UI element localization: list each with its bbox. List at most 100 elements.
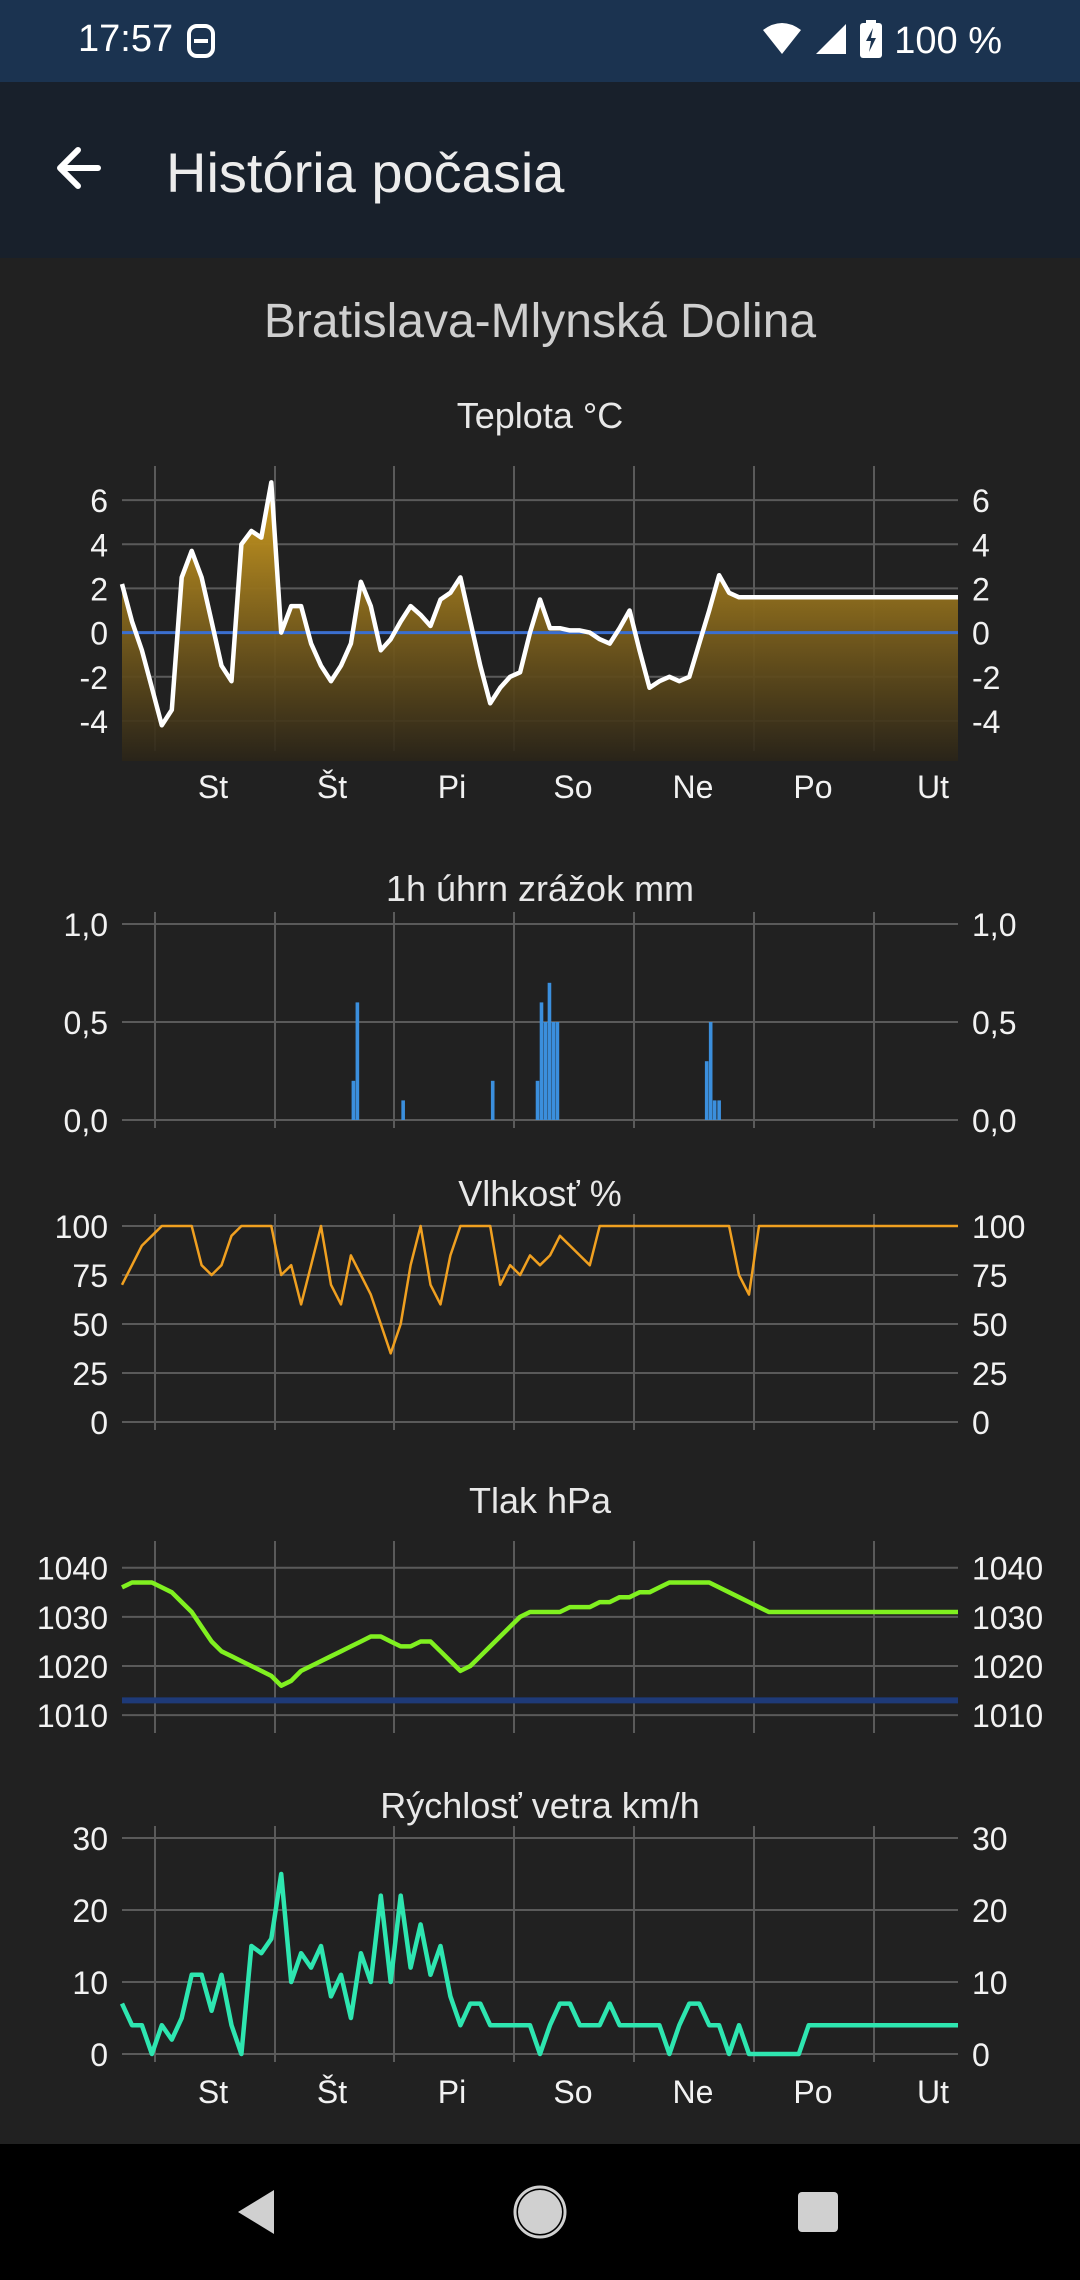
app-bar: História počasia — [0, 82, 1080, 258]
y-tick-label-right: 0 — [972, 2037, 990, 2073]
precipitation-bar — [401, 1100, 405, 1120]
y-tick-label-left: -4 — [80, 704, 108, 740]
y-tick-label-left: 2 — [90, 571, 108, 607]
y-tick-label-right: 20 — [972, 1893, 1008, 1929]
precipitation-bar — [539, 1002, 544, 1120]
y-tick-label-right: 50 — [972, 1307, 1008, 1343]
y-tick-label-left: 0,0 — [64, 1103, 108, 1139]
page-title: História počasia — [166, 141, 565, 204]
y-tick-label-right: 1020 — [972, 1649, 1043, 1685]
chart-4: Rýchlosť vetra km/h 30 30 20 20 10 10 0 0 St Št Pi S… — [72, 1785, 1007, 2110]
y-tick-label-right: 0,5 — [972, 1005, 1016, 1041]
chart-1: 1h úhrn zrážok mm 1,0 1,0 0,5 0,5 0,0 0,0 — [64, 868, 1017, 1139]
y-tick-label-left: 0 — [90, 2037, 108, 2073]
y-tick-label-right: 25 — [972, 1356, 1008, 1392]
y-tick-label-left: 1,0 — [64, 907, 108, 943]
chart-title: 1h úhrn zrážok mm — [386, 868, 694, 909]
y-tick-label-left: 10 — [72, 1965, 108, 2001]
nav-home-button[interactable] — [506, 2178, 574, 2246]
y-tick-label-left: 0 — [90, 616, 108, 652]
y-tick-label-right: 1,0 — [972, 907, 1016, 943]
status-icons: 100 % — [762, 18, 1002, 64]
y-tick-label-right: 4 — [972, 527, 990, 563]
nav-recents-button[interactable] — [784, 2178, 852, 2246]
station-name: Bratislava-Mlynská Dolina — [263, 295, 817, 348]
y-tick-label-right: 6 — [972, 483, 990, 519]
y-tick-label-left: 30 — [72, 1821, 108, 1857]
precipitation-bar — [355, 1002, 360, 1120]
x-tick-label: Št — [317, 2074, 347, 2110]
x-tick-label: St — [198, 769, 228, 805]
status-time: 17:57 — [78, 18, 174, 60]
notification-app-icon — [186, 22, 216, 60]
y-tick-label-left: 75 — [72, 1258, 108, 1294]
x-tick-label: So — [553, 769, 592, 805]
precipitation-bar — [555, 1022, 560, 1120]
x-tick-label: Po — [793, 2074, 832, 2110]
back-button[interactable] — [40, 130, 116, 206]
y-tick-label-right: 1010 — [972, 1698, 1043, 1734]
chart-title: Vlhkosť % — [458, 1173, 622, 1214]
y-tick-label-left: 20 — [72, 1893, 108, 1929]
y-tick-label-left: -2 — [80, 660, 108, 696]
y-tick-label-right: 2 — [972, 571, 990, 607]
y-tick-label-right: -2 — [972, 660, 1000, 696]
precipitation-bar — [547, 982, 552, 1120]
weather-history-content: Bratislava-Mlynská Dolina Teplota °C 6 6 4 4… — [0, 258, 1080, 2144]
precipitation-bar — [543, 1022, 548, 1120]
chart-title: Rýchlosť vetra km/h — [380, 1785, 700, 1826]
series-line — [119, 1871, 958, 2057]
y-tick-label-right: -4 — [972, 704, 1000, 740]
chart-title: Tlak hPa — [469, 1480, 612, 1521]
chart-0: Teplota °C 6 6 4 4 2 2 0 0 -2 -2 -4 -4 St Št Pi So Ne Po Ut — [80, 395, 1001, 805]
precipitation-bar — [704, 1061, 709, 1120]
y-tick-label-right: 0 — [972, 616, 990, 652]
x-tick-label: Št — [317, 769, 347, 805]
y-tick-label-left: 0,5 — [64, 1005, 108, 1041]
battery-percent: 100 % — [894, 19, 1002, 62]
y-tick-label-left: 25 — [72, 1356, 108, 1392]
chart-title: Teplota °C — [457, 395, 623, 436]
y-tick-label-left: 1020 — [37, 1649, 108, 1685]
nav-back-button[interactable] — [224, 2178, 292, 2246]
precipitation-bar — [717, 1100, 721, 1120]
chart-3: Tlak hPa 1040 1040 1030 1030 1020 1020 1010 1010 — [37, 1480, 1043, 1734]
y-tick-label-right: 0 — [972, 1405, 990, 1441]
x-tick-label: Pi — [438, 769, 466, 805]
y-tick-label-left: 0 — [90, 1405, 108, 1441]
y-tick-label-right: 0,0 — [972, 1103, 1016, 1139]
y-tick-label-left: 1030 — [37, 1600, 108, 1636]
nav-home-icon — [513, 2185, 567, 2239]
y-tick-label-right: 1040 — [972, 1551, 1043, 1587]
y-tick-label-left: 4 — [90, 527, 108, 563]
battery-charging-icon — [860, 19, 883, 63]
status-bar: 17:57 100 % — [0, 0, 1080, 82]
chart-2: Vlhkosť % 100 100 75 75 50 50 25 25 0 0 — [55, 1173, 1026, 1441]
charts-canvas: Teplota °C6 64 42 20 0-2 -2-4 -4St Št Pi So Ne Po Ut… — [37, 395, 1043, 2110]
series-line — [120, 1224, 958, 1355]
series-line — [121, 1580, 958, 1688]
x-tick-label: Ut — [917, 769, 949, 805]
signal-icon — [814, 22, 848, 61]
y-tick-label-right: 10 — [972, 1965, 1008, 2001]
y-tick-label-left: 50 — [72, 1307, 108, 1343]
y-tick-label-right: 30 — [972, 1821, 1008, 1857]
x-tick-label: St — [198, 2074, 228, 2110]
temperature-area — [122, 482, 958, 761]
y-tick-label-right: 100 — [972, 1209, 1025, 1245]
x-tick-label: Ut — [917, 2074, 949, 2110]
precipitation-bar — [351, 1080, 356, 1120]
x-tick-label: So — [553, 2074, 592, 2110]
nav-back-icon — [238, 2190, 274, 2234]
y-tick-label-left: 100 — [55, 1209, 108, 1245]
y-tick-label-right: 1030 — [972, 1600, 1043, 1636]
precipitation-bar — [708, 1022, 713, 1120]
arrow-back-icon — [57, 147, 101, 189]
precipitation-bar — [535, 1080, 540, 1120]
series-line — [119, 480, 958, 728]
system-nav-bar — [0, 2144, 1080, 2280]
y-tick-label-left: 1010 — [37, 1698, 108, 1734]
precipitation-bar — [490, 1080, 495, 1120]
x-tick-label: Ne — [673, 2074, 714, 2110]
precipitation-bar — [712, 1100, 717, 1120]
